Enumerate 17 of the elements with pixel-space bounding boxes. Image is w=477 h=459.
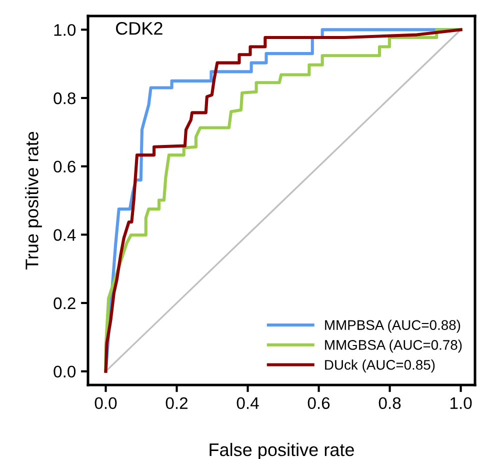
x-tick-label: 0.8 [378, 397, 401, 410]
x-tick-label: 1.0 [450, 397, 472, 410]
y-tick-label: 0.6 [54, 160, 76, 173]
y-tick-label: 0.4 [54, 229, 76, 241]
chart-title: CDK2 [116, 22, 162, 35]
x-tick-label: 0.2 [166, 397, 188, 410]
y-axis-title: True positive rate [25, 132, 42, 270]
y-tick-label: 0.2 [54, 297, 76, 310]
legend-label: MMPBSA (AUC=0.88) [325, 320, 460, 333]
y-tick-label: 0.8 [54, 92, 76, 104]
x-tick-label: 0.4 [236, 397, 259, 410]
x-tick-label: 0.0 [94, 397, 117, 410]
legend-label: MMGBSA (AUC=0.78) [325, 340, 462, 353]
y-tick-label: 1.0 [54, 24, 76, 36]
x-tick-label: 0.6 [308, 397, 330, 410]
legend-label: DUck (AUC=0.85) [325, 360, 435, 372]
y-tick-label: 0.0 [54, 366, 76, 378]
